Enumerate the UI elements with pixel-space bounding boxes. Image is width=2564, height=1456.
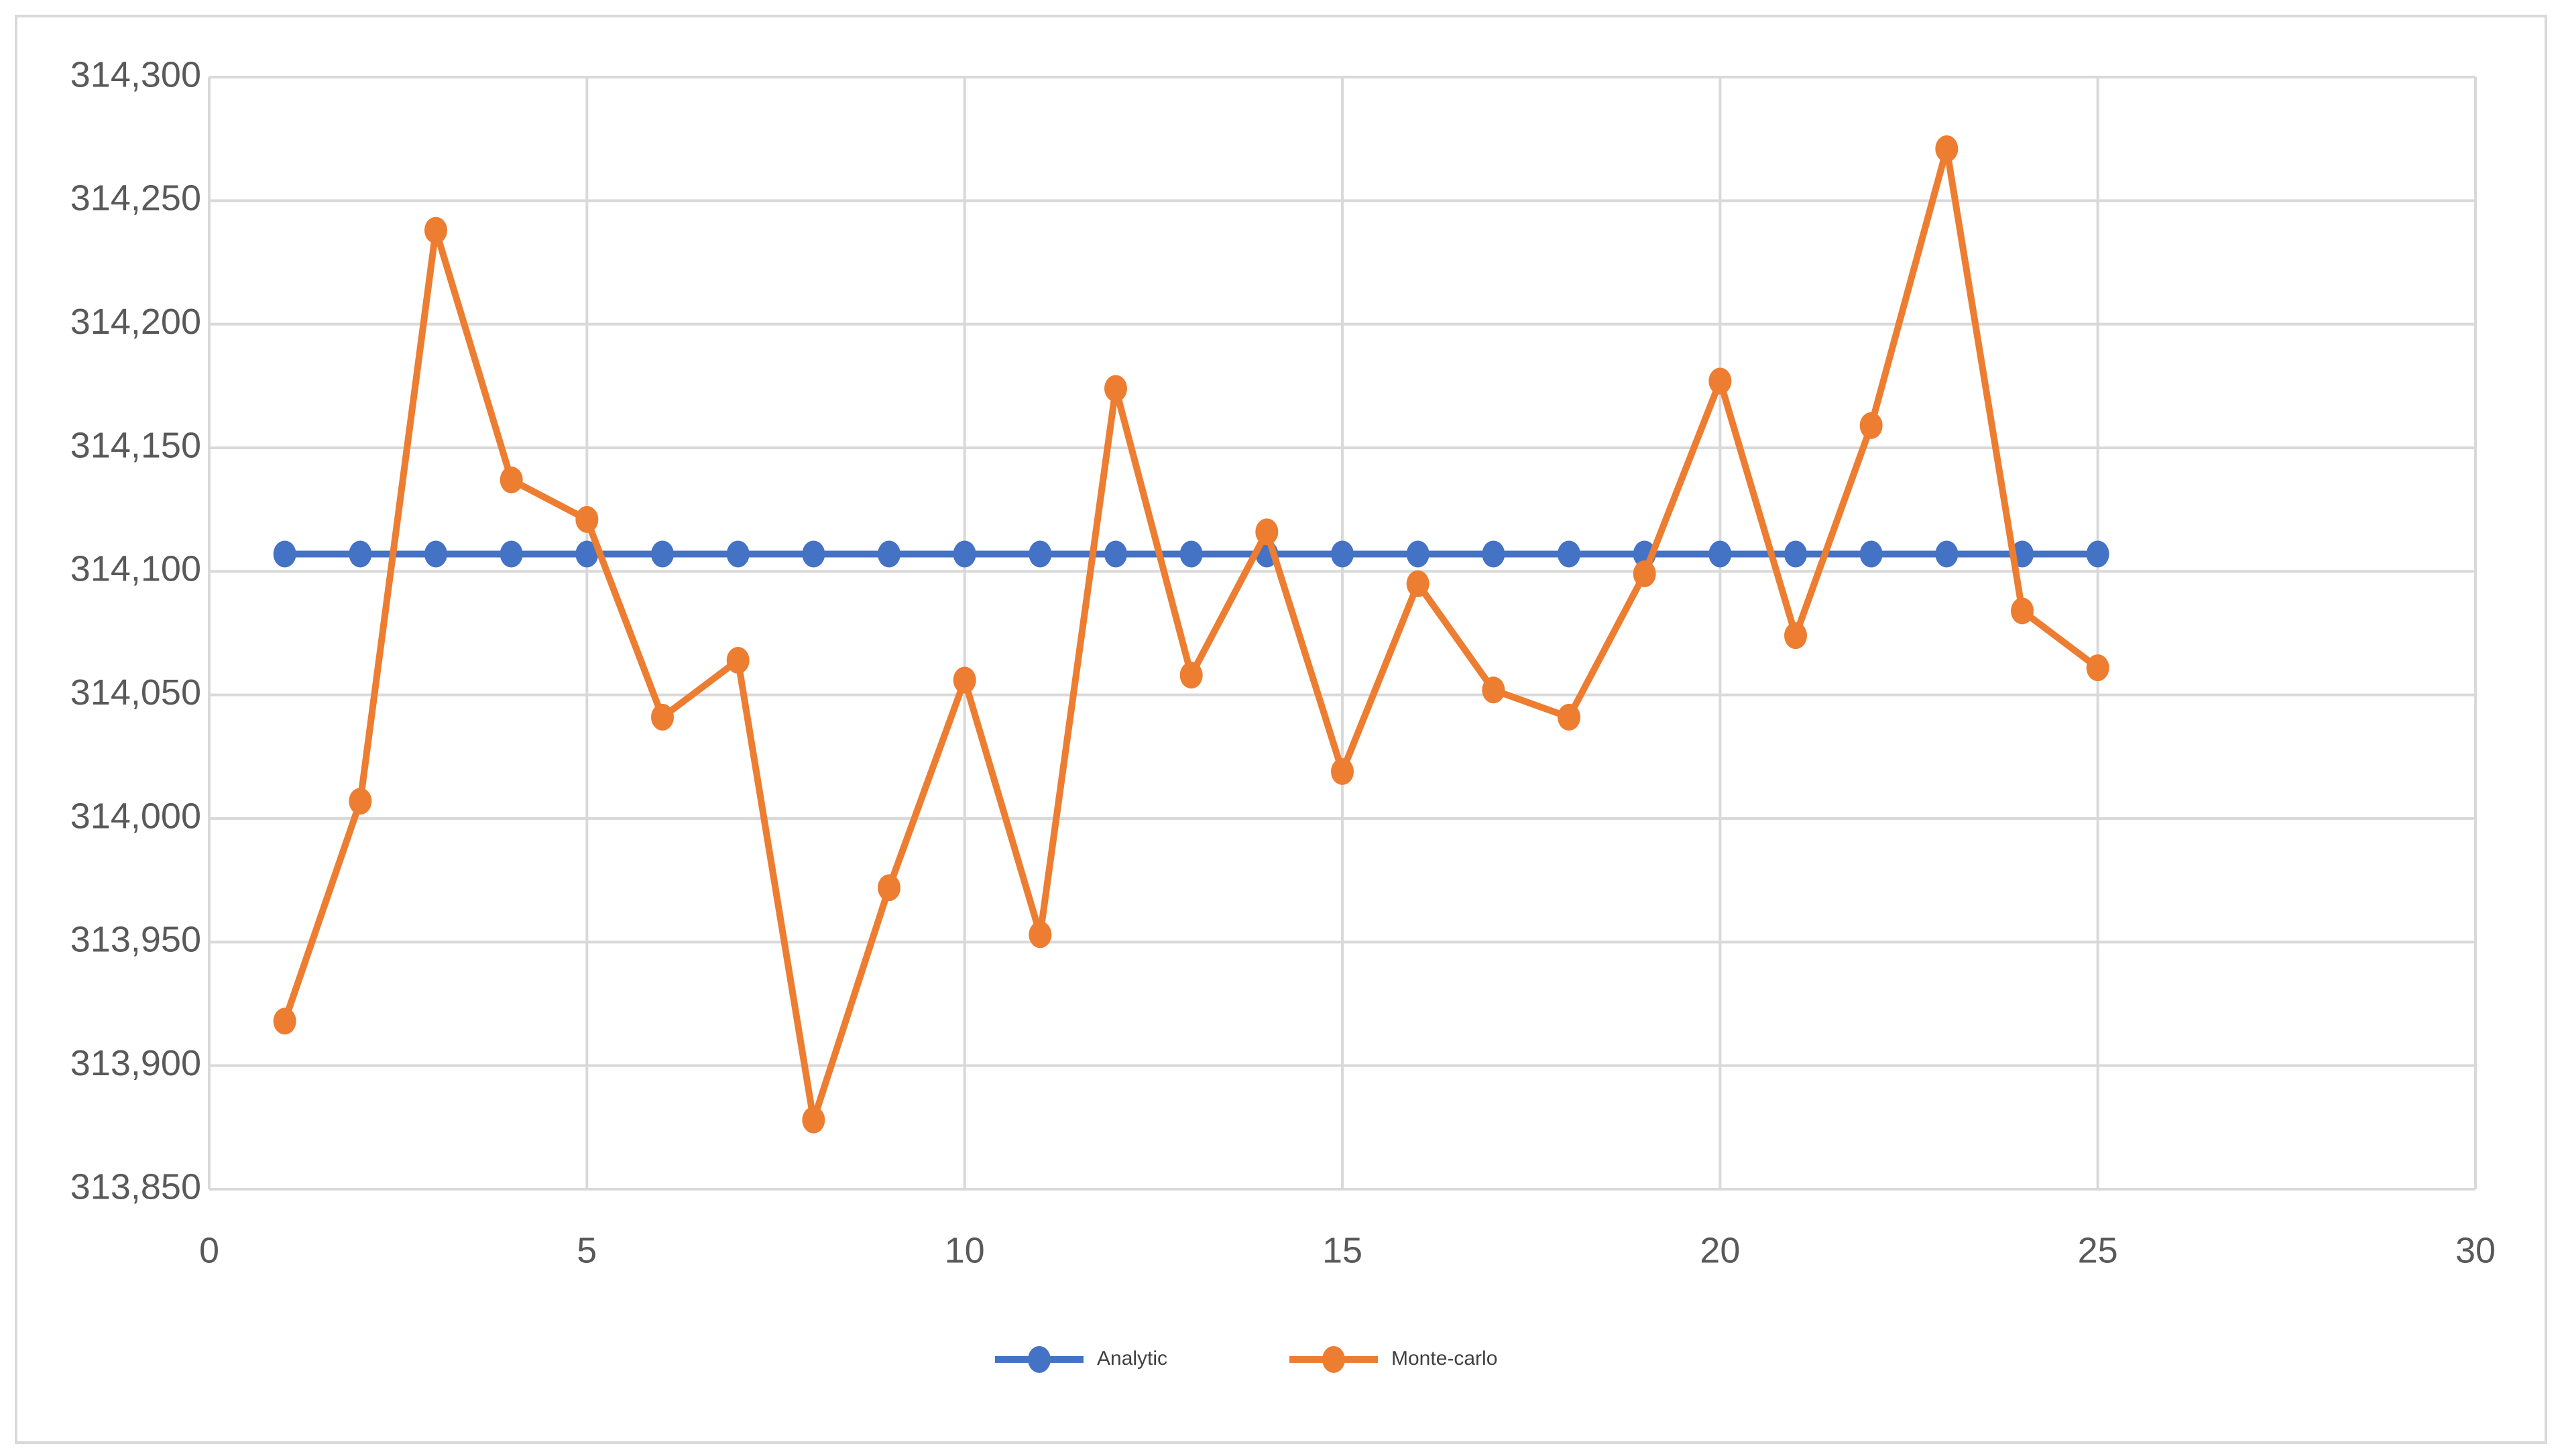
point (1104, 540, 1127, 568)
point (1935, 540, 1959, 568)
point (424, 540, 447, 568)
x-tick-label: 5 (577, 1230, 597, 1270)
y-tick-label: 314,200 (70, 302, 201, 342)
y-tick-label: 313,900 (70, 1043, 201, 1083)
point (2011, 597, 2034, 625)
point (1859, 540, 1883, 568)
point (651, 703, 674, 731)
point (273, 1008, 296, 1035)
x-tick-label: 30 (2455, 1230, 2496, 1270)
point (878, 874, 900, 902)
point (1633, 560, 1656, 588)
x-tick-label: 10 (945, 1230, 985, 1270)
x-tick-label: 20 (1700, 1230, 1740, 1270)
point (1708, 367, 1732, 395)
point (1784, 540, 1807, 568)
x-tick-label: 0 (199, 1230, 219, 1270)
y-tick-label: 314,100 (70, 549, 201, 589)
legend-marker (1028, 1346, 1051, 1373)
point (1482, 540, 1505, 568)
point (273, 540, 296, 568)
point (802, 540, 825, 568)
chart-border (15, 15, 2547, 1444)
point (500, 540, 523, 568)
point (2086, 654, 2109, 682)
point (1029, 921, 1052, 949)
point (1179, 540, 1203, 568)
y-tick-label: 314,300 (70, 54, 201, 95)
x-tick-label: 25 (2078, 1230, 2118, 1270)
point (349, 540, 372, 568)
point (953, 540, 976, 568)
point (651, 540, 674, 568)
point (1331, 540, 1354, 568)
y-tick-label: 314,250 (70, 178, 201, 219)
point (1179, 662, 1203, 689)
point (1029, 540, 1052, 568)
y-tick-label: 314,150 (70, 425, 201, 465)
point (1406, 570, 1430, 597)
point (575, 540, 599, 568)
point (575, 505, 599, 533)
point (1784, 622, 1807, 650)
y-tick-label: 314,050 (70, 672, 201, 713)
point (878, 540, 900, 568)
y-tick-label: 313,950 (70, 920, 201, 960)
point (802, 1106, 825, 1134)
point (726, 540, 750, 568)
point (1558, 540, 1580, 568)
point (1708, 540, 1732, 568)
point (1104, 375, 1127, 402)
point (1935, 135, 1959, 162)
point (1255, 518, 1279, 546)
y-tick-label: 314,000 (70, 796, 201, 836)
point (1558, 703, 1580, 731)
x-tick-label: 15 (1322, 1230, 1362, 1270)
point (2086, 540, 2109, 568)
point (424, 217, 447, 244)
point (1406, 540, 1430, 568)
point (500, 466, 523, 493)
grid (208, 76, 2477, 1191)
point (726, 647, 750, 674)
point (1482, 676, 1505, 704)
point (953, 666, 976, 694)
point (1331, 757, 1354, 785)
legend-label: Analytic (1097, 1347, 1167, 1370)
legend: Analytic Monte-carlo (995, 1346, 1497, 1373)
legend-label: Monte-carlo (1391, 1347, 1497, 1370)
point (1859, 412, 1883, 439)
legend-marker (1322, 1346, 1345, 1373)
point (349, 788, 372, 815)
y-tick-label: 313,850 (70, 1166, 201, 1207)
